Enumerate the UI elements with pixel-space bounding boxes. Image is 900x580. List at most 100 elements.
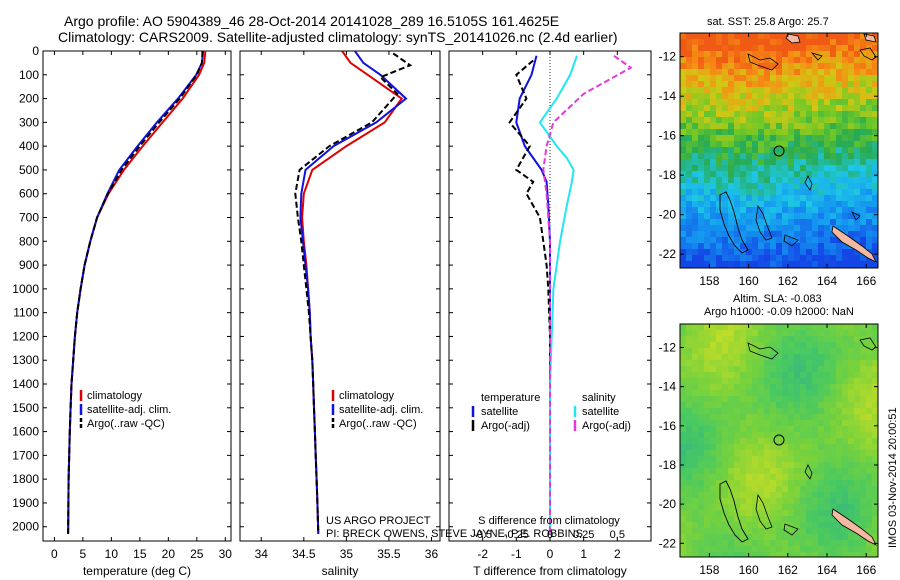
heatmap-cell <box>872 45 878 52</box>
heatmap-cell <box>800 63 807 70</box>
heatmap-cell <box>788 201 795 208</box>
heatmap-cell <box>854 336 861 343</box>
heatmap-cell <box>692 123 699 130</box>
secondary-tick-label: 0.5 <box>610 529 625 541</box>
heatmap-cell <box>848 390 855 397</box>
heatmap-cell <box>836 492 843 499</box>
heatmap-cell <box>812 456 819 463</box>
heatmap-cell <box>716 372 723 379</box>
heatmap-cell <box>818 261 825 268</box>
heatmap-cell <box>722 408 729 415</box>
heatmap-cell <box>860 444 867 451</box>
heatmap-cell <box>794 123 801 130</box>
heatmap-cell <box>818 510 825 517</box>
heatmap-cell <box>716 534 723 541</box>
heatmap-cell <box>686 534 693 541</box>
heatmap-cell <box>872 87 878 94</box>
heatmap-cell <box>866 372 873 379</box>
heatmap-cell <box>818 63 825 70</box>
heatmap-cell <box>728 504 735 511</box>
heatmap-cell <box>704 438 711 445</box>
heatmap-cell <box>734 177 741 184</box>
heatmap-cell <box>794 420 801 427</box>
heatmap-cell <box>758 420 765 427</box>
heatmap-cell <box>758 45 765 52</box>
heatmap-cell <box>692 498 699 505</box>
heatmap-cell <box>824 360 831 367</box>
heatmap-cell <box>752 51 759 58</box>
heatmap-cell <box>740 33 747 40</box>
heatmap-cell <box>704 219 711 226</box>
heatmap-cell <box>770 93 777 100</box>
heatmap-cell <box>812 486 819 493</box>
heatmap-cell <box>704 462 711 469</box>
heatmap-cell <box>794 219 801 226</box>
heatmap-cell <box>746 324 753 331</box>
heatmap-cell <box>854 384 861 391</box>
heatmap-cell <box>710 159 717 166</box>
heatmap-cell <box>836 45 843 52</box>
heatmap-cell <box>782 546 789 553</box>
heatmap-cell <box>692 366 699 373</box>
heatmap-cell <box>830 390 837 397</box>
heatmap-cell <box>824 87 831 94</box>
heatmap-cell <box>728 207 735 214</box>
legend-label: Argo(..raw -QC) <box>339 418 417 430</box>
heatmap-cell <box>866 504 873 511</box>
heatmap-cell <box>692 99 699 106</box>
heatmap-cell <box>770 225 777 232</box>
heatmap-cell <box>776 261 783 268</box>
heatmap-cell <box>776 171 783 178</box>
heatmap-cell <box>854 57 861 64</box>
heatmap-cell <box>848 75 855 82</box>
heatmap-cell <box>698 408 705 415</box>
heatmap-cell <box>722 438 729 445</box>
heatmap-cell <box>734 129 741 136</box>
heatmap-cell <box>680 195 687 202</box>
heatmap-cell <box>866 426 873 433</box>
heatmap-cell <box>746 99 753 106</box>
heatmap-cell <box>812 492 819 499</box>
heatmap-cell <box>830 354 837 361</box>
heatmap-cell <box>860 183 867 190</box>
heatmap-cell <box>734 462 741 469</box>
heatmap-cell <box>728 396 735 403</box>
heatmap-cell <box>854 249 861 256</box>
heatmap-cell <box>800 390 807 397</box>
heatmap-cell <box>752 93 759 100</box>
heatmap-cell <box>836 51 843 58</box>
series-line <box>508 59 551 534</box>
heatmap-cell <box>860 540 867 547</box>
heatmap-cell <box>794 534 801 541</box>
heatmap-cell <box>716 378 723 385</box>
heatmap-cell <box>680 105 687 112</box>
heatmap-cell <box>770 201 777 208</box>
heatmap-cell <box>812 360 819 367</box>
heatmap-cell <box>812 189 819 196</box>
heatmap-cell <box>776 207 783 214</box>
heatmap-cell <box>824 237 831 244</box>
heatmap-cell <box>680 432 687 439</box>
heatmap-cell <box>806 207 813 214</box>
heatmap-cell <box>728 480 735 487</box>
heatmap-cell <box>728 372 735 379</box>
heatmap-cell <box>698 69 705 76</box>
heatmap-cell <box>776 201 783 208</box>
heatmap-cell <box>860 522 867 529</box>
heatmap-cell <box>836 426 843 433</box>
heatmap-cell <box>812 225 819 232</box>
heatmap-cell <box>830 135 837 142</box>
heatmap-cell <box>806 219 813 226</box>
heatmap-cell <box>842 141 849 148</box>
heatmap-cell <box>728 111 735 118</box>
heatmap-cell <box>764 540 771 547</box>
heatmap-cell <box>800 522 807 529</box>
heatmap-cell <box>698 546 705 553</box>
heatmap-cell <box>692 426 699 433</box>
heatmap-cell <box>752 219 759 226</box>
heatmap-cell <box>806 165 813 172</box>
heatmap-cell <box>680 51 687 58</box>
heatmap-cell <box>854 342 861 349</box>
heatmap-cell <box>800 219 807 226</box>
heatmap-cell <box>824 63 831 70</box>
